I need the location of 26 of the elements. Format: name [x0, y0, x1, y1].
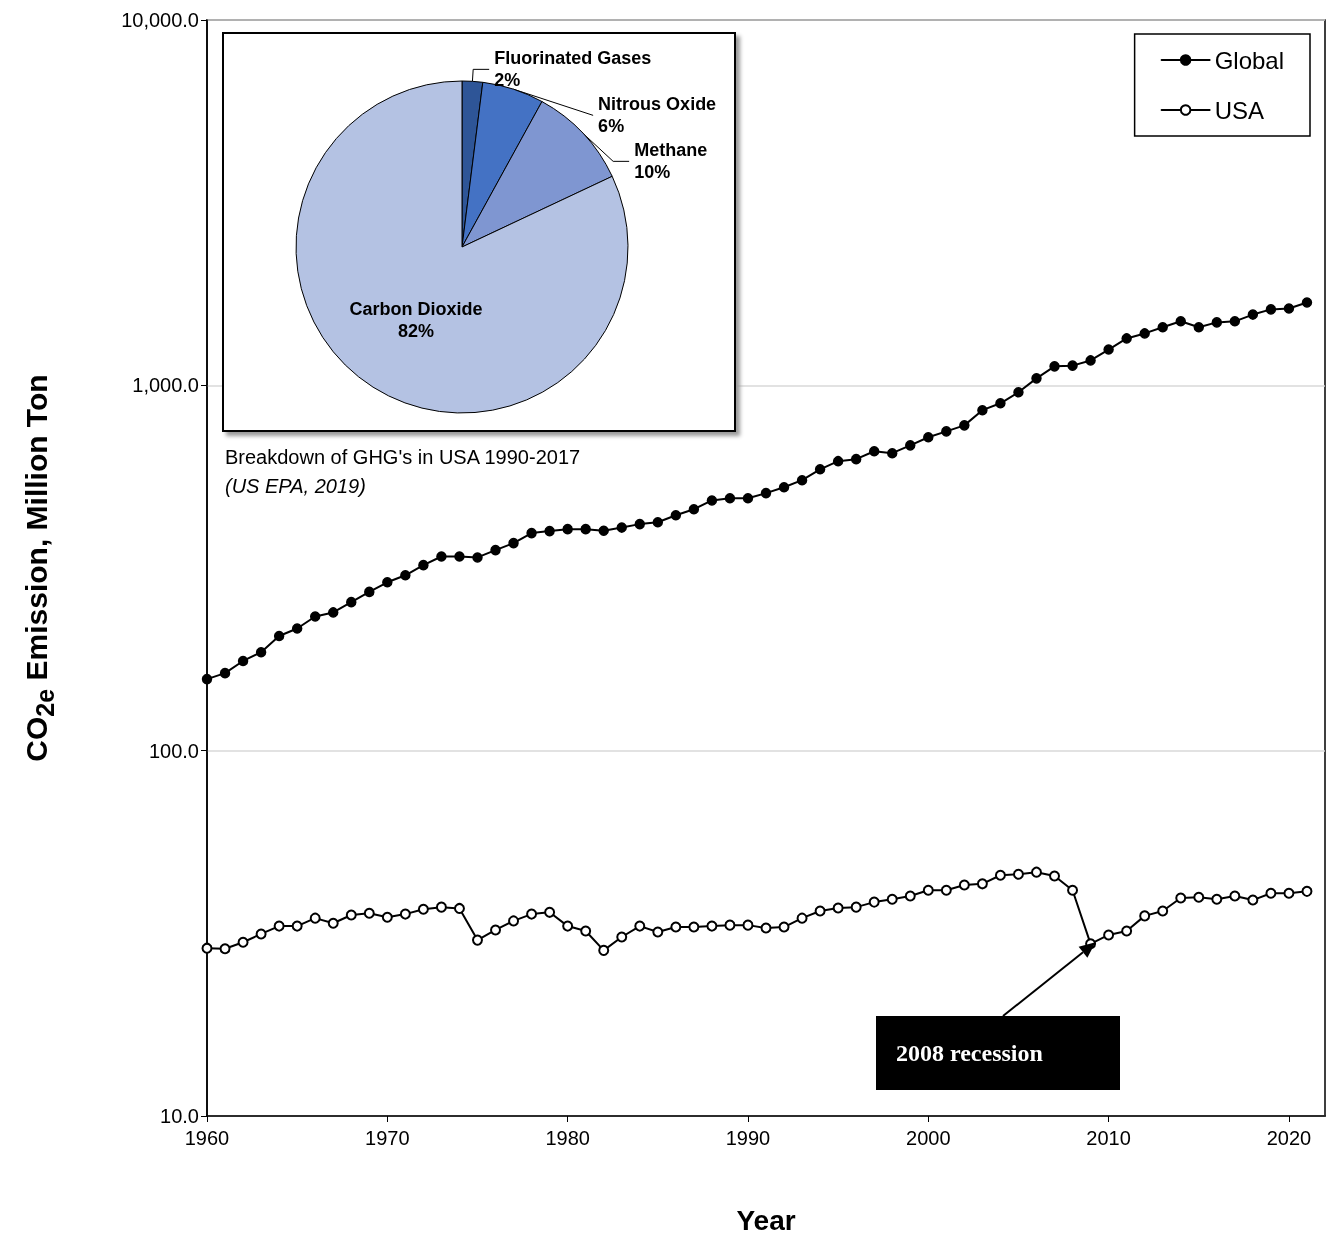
y-tick-label: 1,000.0: [132, 374, 199, 397]
data-label: 82%: [397, 320, 434, 341]
x-tick-label: 2010: [1086, 1127, 1131, 1149]
y-tick-label: 10,000.0: [121, 9, 199, 31]
annotation: (US EPA, 2019): [225, 475, 366, 497]
x-tick-label: 2000: [906, 1127, 951, 1149]
slice-label: Carbon Dioxide: [349, 298, 483, 319]
y-tick-label: 10.0: [160, 1105, 199, 1127]
slice-label: Nitrous Oxide: [598, 94, 717, 115]
data-label: 10%: [634, 162, 671, 183]
data-label: 6%: [598, 116, 625, 137]
x-tick-label: 1970: [365, 1127, 410, 1149]
x-tick-label: 1960: [184, 1127, 230, 1149]
legend-label: USA: [1214, 96, 1264, 124]
note-box: 2008 recession: [876, 1016, 1120, 1090]
annotation: 2008 recession: [896, 1039, 1043, 1067]
x-tick-label: 1980: [545, 1127, 590, 1149]
x-axis-title: Year: [736, 1204, 796, 1236]
x-tick-label: 2020: [1266, 1127, 1312, 1149]
legend-label: Global: [1214, 46, 1284, 74]
x-tick-label: 1990: [725, 1127, 771, 1149]
data-label: 2%: [494, 70, 521, 91]
y-tick-label: 100.0: [148, 739, 199, 762]
text: Breakdown of GHG's in USA 1990-2017: [225, 446, 581, 468]
slice-label: Fluorinated Gases: [494, 48, 652, 69]
slice-label: Methane: [634, 140, 708, 161]
